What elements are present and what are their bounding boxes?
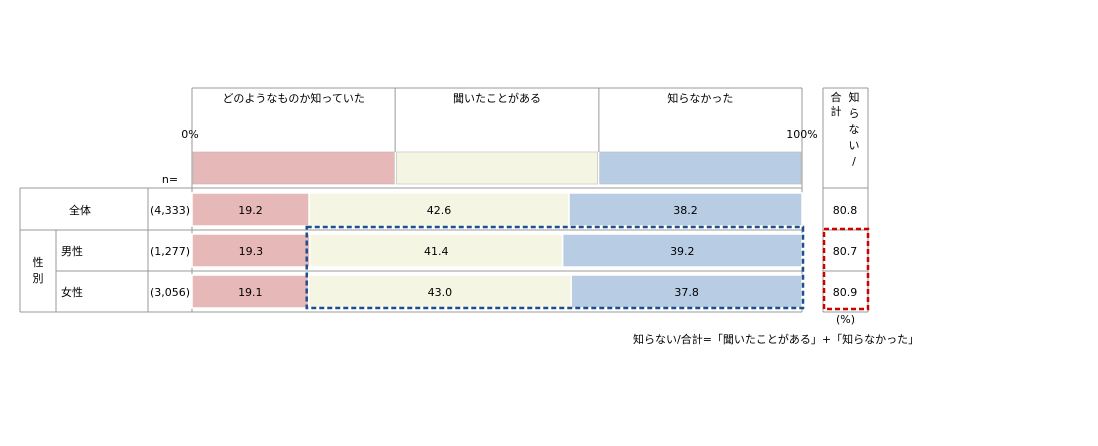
chart-rows: 性別 全体 (4,333) 19.2 42.6 38.2 男性 (1,277) 19.3 41.4… [33, 192, 803, 309]
axis-max-label: 100% [786, 128, 817, 141]
bar-label-3-3: 37.8 [674, 286, 699, 299]
highlight-boxes [305, 225, 870, 311]
total-subheader-char-2: ら [849, 107, 860, 120]
total-subheader-char-4: い [849, 139, 860, 152]
legend-label-1: どのようなものか知っていた [222, 91, 364, 105]
bar-seg-1-2 [308, 192, 570, 227]
row-n-1: (4,333) [150, 204, 190, 217]
bar-label-2-3: 39.2 [670, 245, 695, 258]
group-label-char-2: 別 [33, 272, 44, 285]
stacked-bar-chart: どのようなものか知っていた 聞いたことがある 知らなかった 0% 100% n= 性別 全体… [19, 87, 870, 313]
total-header-char-2: 計 [831, 104, 842, 118]
footnote: 知らない/合計=「聞いたことがある」+「知らなかった」 [633, 333, 920, 346]
unit-label: (%) [836, 313, 856, 326]
total-header-char-1: 合 [831, 90, 842, 104]
bar-seg-1-3 [568, 192, 803, 227]
bar-seg-3-3 [570, 274, 803, 309]
group-label-char-1: 性 [33, 255, 44, 269]
row-n-3: (3,056) [150, 286, 190, 299]
bar-seg-1-1 [191, 192, 310, 227]
total-value-3: 80.9 [833, 286, 858, 299]
bar-label-3-2: 43.0 [428, 286, 453, 299]
row-n-2: (1,277) [150, 245, 190, 258]
n-label: n= [162, 173, 178, 186]
legend-label-3: 知らなかった [667, 91, 733, 105]
legend-swatch-1 [192, 151, 395, 185]
bar-seg-2-2 [309, 233, 564, 268]
total-value-1: 80.8 [833, 204, 858, 217]
row-label-1: 全体 [69, 203, 91, 217]
bar-label-2-1: 19.3 [239, 245, 264, 258]
bar-label-1-2: 42.6 [427, 204, 452, 217]
row-label-3: 女性 [61, 285, 83, 299]
bar-seg-2-3 [561, 233, 803, 268]
bar-seg-2-1 [191, 233, 311, 268]
total-subheader-char-1: 知 [849, 90, 860, 104]
bar-label-3-1: 19.1 [238, 286, 263, 299]
highlight-blue-box [305, 225, 805, 310]
total-value-2: 80.7 [833, 245, 858, 258]
bar-label-1-1: 19.2 [238, 204, 263, 217]
legend-label-2: 聞いたことがある [453, 91, 541, 105]
total-subheader-char-3: な [849, 123, 860, 136]
row-label-2: 男性 [61, 244, 83, 258]
legend: どのようなものか知っていた 聞いたことがある 知らなかった 0% 100% n= [162, 91, 818, 186]
highlight-red-box [822, 227, 870, 311]
bar-label-1-3: 38.2 [673, 204, 698, 217]
legend-swatch-2 [396, 151, 598, 185]
legend-swatch-3 [599, 151, 802, 185]
bar-label-2-2: 41.4 [424, 245, 449, 258]
total-subheader-char-5: / [852, 155, 856, 168]
axis-min-label: 0% [181, 128, 198, 141]
bar-seg-3-2 [307, 274, 572, 309]
